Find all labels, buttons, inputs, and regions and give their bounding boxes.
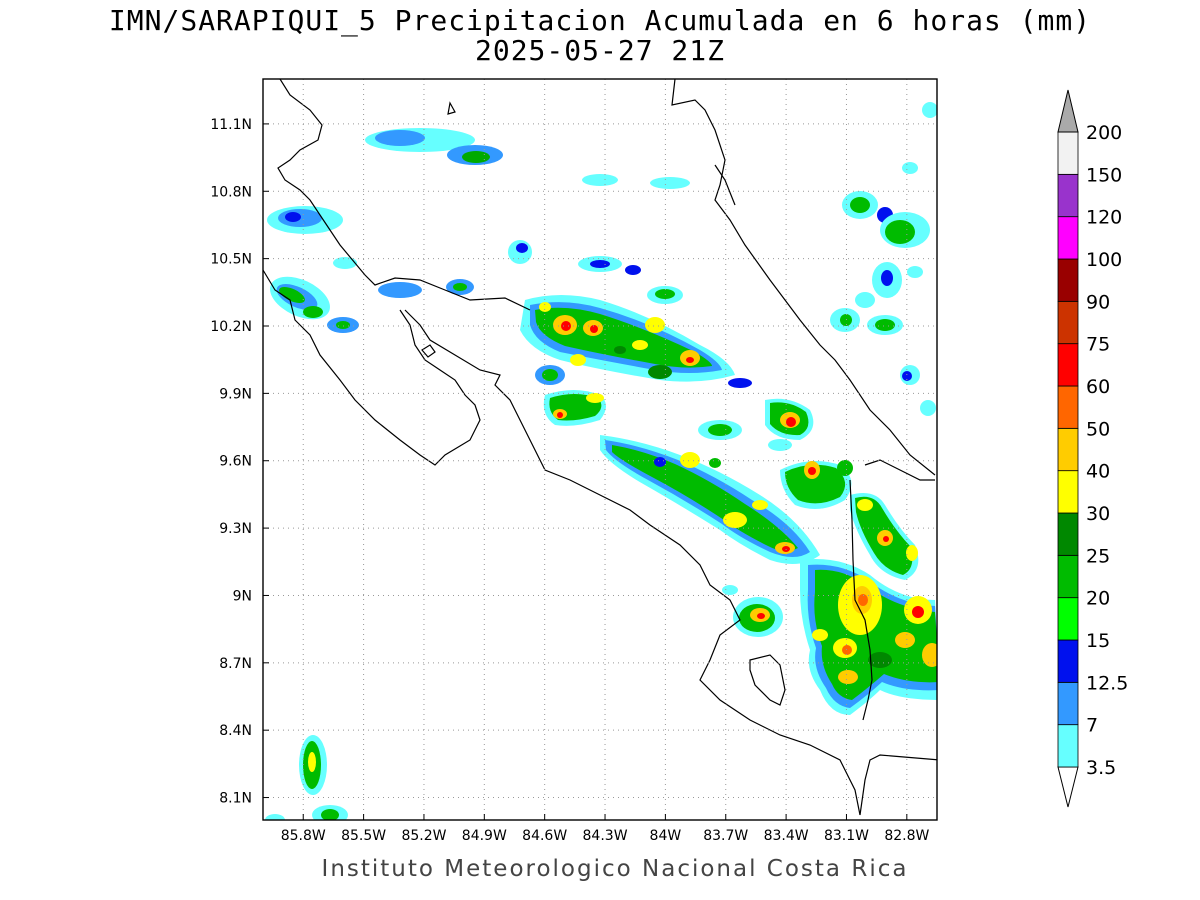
colorbar-bottom-arrow bbox=[1057, 766, 1079, 808]
colorbar-label: 30 bbox=[1086, 503, 1110, 525]
cell-south-west-corner bbox=[265, 735, 348, 820]
colorbar-label: 90 bbox=[1086, 291, 1110, 313]
lon-tick-label: 82.8W bbox=[884, 828, 929, 844]
colorbar-swatch bbox=[1057, 216, 1079, 260]
lat-tick-label: 8.4N bbox=[219, 723, 252, 739]
lat-tick-label: 10.8N bbox=[210, 184, 252, 200]
map-frame bbox=[262, 78, 938, 821]
lat-tick-label: 9.6N bbox=[219, 454, 252, 470]
lat-tick-label: 10.2N bbox=[210, 319, 252, 335]
lon-tick-label: 85.2W bbox=[401, 828, 446, 844]
cell-caribbean-limon bbox=[728, 378, 814, 451]
colorbar-label: 3.5 bbox=[1086, 757, 1116, 779]
colorbar-swatch bbox=[1057, 173, 1079, 218]
map-title-line1: IMN/SARAPIQUI_5 Precipitacion Acumulada … bbox=[108, 4, 1092, 37]
lon-tick-label: 84.3W bbox=[583, 828, 628, 844]
lon-tick-label: 84.6W bbox=[522, 828, 567, 844]
cell-osa bbox=[722, 585, 783, 637]
colorbar-label: 7 bbox=[1086, 715, 1098, 737]
colorbar-swatch bbox=[1057, 300, 1079, 345]
cell-guanacaste-north bbox=[267, 206, 532, 298]
colorbar-label: 200 bbox=[1086, 122, 1122, 144]
colorbar-swatch bbox=[1057, 724, 1079, 768]
lon-tick-label: 85.8W bbox=[281, 828, 326, 844]
lon-tick-label: 84.9W bbox=[462, 828, 507, 844]
colorbar-swatch bbox=[1057, 597, 1079, 641]
colorbar: 3.5 7 12.5 15 20 25 30 40 50 60 75 90 100 120 150 200 bbox=[1057, 89, 1128, 808]
colorbar-label: 60 bbox=[1086, 376, 1110, 398]
lat-tick-label: 11.1N bbox=[210, 117, 252, 133]
cell-nicoya-north bbox=[270, 276, 359, 333]
lon-tick-label: 83.1W bbox=[824, 828, 869, 844]
map-grid bbox=[263, 79, 937, 820]
colorbar-label: 12.5 bbox=[1086, 672, 1128, 694]
lon-tick-label: 83.7W bbox=[703, 828, 748, 844]
cell-central-valley bbox=[543, 390, 606, 426]
colorbar-swatch bbox=[1057, 258, 1079, 302]
lat-tick-label: 9.3N bbox=[219, 521, 252, 537]
cell-panama-north bbox=[850, 492, 919, 580]
precipitation-field bbox=[265, 102, 937, 820]
colorbar-label: 20 bbox=[1086, 588, 1110, 610]
colorbar-swatch bbox=[1057, 385, 1079, 429]
colorbar-label: 100 bbox=[1086, 249, 1122, 271]
lat-tick-label: 8.1N bbox=[219, 791, 252, 807]
colorbar-swatch bbox=[1057, 427, 1079, 472]
colorbar-label: 120 bbox=[1086, 207, 1122, 229]
colorbar-swatch bbox=[1057, 512, 1079, 556]
colorbar-label: 150 bbox=[1086, 164, 1122, 186]
lat-tick-label: 9.9N bbox=[219, 386, 252, 402]
footer-credit: Instituto Meteorologico Nacional Costa R… bbox=[321, 856, 909, 882]
cell-north-nicaragua bbox=[365, 128, 690, 189]
lat-tick-label: 8.7N bbox=[219, 656, 252, 672]
colorbar-label: 75 bbox=[1086, 334, 1110, 356]
colorbar-swatch bbox=[1057, 554, 1079, 599]
colorbar-label: 40 bbox=[1086, 461, 1110, 483]
lat-tick-label: 10.5N bbox=[210, 252, 252, 268]
cell-northeast-caribbean bbox=[830, 102, 937, 416]
cell-talamanca bbox=[780, 460, 853, 509]
lon-tick-label: 85.5W bbox=[341, 828, 386, 844]
colorbar-swatch bbox=[1057, 639, 1079, 683]
colorbar-swatch bbox=[1057, 343, 1079, 387]
lat-tick-label: 9N bbox=[233, 588, 252, 604]
map-title-line2: 2025-05-27 21Z bbox=[474, 34, 725, 67]
cell-central-band bbox=[520, 256, 735, 385]
colorbar-label: 50 bbox=[1086, 418, 1110, 440]
colorbar-label: 25 bbox=[1086, 545, 1110, 567]
lon-tick-label: 84W bbox=[650, 828, 682, 844]
colorbar-top-arrow bbox=[1057, 89, 1079, 133]
axis-labels: 85.8W 85.5W 85.2W 84.9W 84.6W 84.3W 84W 83.7W 83… bbox=[210, 117, 929, 844]
colorbar-swatch bbox=[1057, 681, 1079, 726]
lon-tick-label: 83.4W bbox=[764, 828, 809, 844]
cell-south-panama-border bbox=[800, 559, 937, 715]
colorbar-swatch bbox=[1057, 470, 1079, 514]
colorbar-swatch bbox=[1057, 131, 1079, 175]
colorbar-label: 15 bbox=[1086, 630, 1110, 652]
